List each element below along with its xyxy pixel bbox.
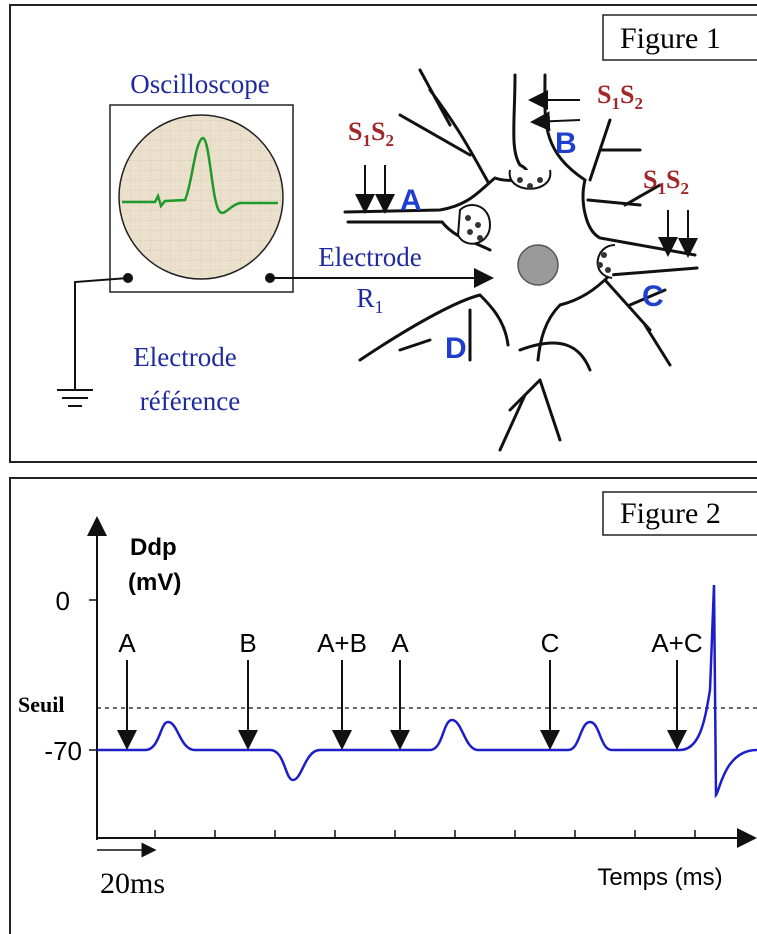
y-tick-label: Seuil xyxy=(18,692,64,717)
neuron xyxy=(343,68,699,452)
stimulus-label: C xyxy=(541,628,560,658)
neuron-label: A xyxy=(400,184,422,217)
scale-label: 20ms xyxy=(100,867,165,900)
subscript: 2 xyxy=(680,179,689,198)
neuron-label: C xyxy=(642,280,664,313)
stimulator-label: S1S2 xyxy=(597,80,643,113)
ground xyxy=(57,277,129,407)
subscript: 1 xyxy=(657,179,666,198)
neuron-label: B xyxy=(555,127,577,160)
r1-label: R1 xyxy=(356,283,383,317)
figure-label-box xyxy=(602,14,757,61)
electrode-label: Electrode xyxy=(318,242,421,272)
y-tick-label: -70 xyxy=(44,736,82,766)
symbol: S xyxy=(620,80,634,109)
x-ticks xyxy=(89,599,696,838)
y-axis-label: Ddp xyxy=(130,534,177,561)
y-tick-label: 0 xyxy=(56,586,70,616)
stimulus-label: A xyxy=(391,628,409,658)
stimulus-label: A+B xyxy=(317,628,367,658)
stimulator-label: S1S2 xyxy=(643,165,689,198)
panel-2 xyxy=(9,477,757,934)
stimulus-label: A xyxy=(118,628,136,658)
stimulus-label: B xyxy=(239,628,256,658)
subscript: 2 xyxy=(385,131,394,150)
symbol: S xyxy=(371,117,385,146)
x-axis-label: Temps (ms) xyxy=(597,864,722,891)
neuron-label: D xyxy=(445,332,467,365)
figure-label-box xyxy=(602,491,757,536)
membrane-potential xyxy=(97,584,757,799)
symbol: S xyxy=(666,165,680,194)
subscript: 2 xyxy=(634,94,643,113)
stimulus-label: A+C xyxy=(651,628,702,658)
symbol: S xyxy=(597,80,611,109)
subscript: 1 xyxy=(362,131,371,150)
oscilloscope-label: Oscilloscope xyxy=(130,69,269,99)
stimulator-label: S1S2 xyxy=(348,117,394,150)
symbol: S xyxy=(348,117,362,146)
r-sub: 1 xyxy=(375,297,384,317)
y-axis-label: (mV) xyxy=(128,569,181,596)
figure-label: Figure 1 xyxy=(620,22,721,55)
figure-label: Figure 2 xyxy=(620,497,721,530)
r: R xyxy=(356,283,374,313)
reference-label: Electrode xyxy=(133,342,236,372)
reference-label: référence xyxy=(140,386,240,416)
subscript: 1 xyxy=(611,94,620,113)
oscilloscope xyxy=(109,104,294,293)
symbol: S xyxy=(643,165,657,194)
panel-1 xyxy=(9,4,757,463)
